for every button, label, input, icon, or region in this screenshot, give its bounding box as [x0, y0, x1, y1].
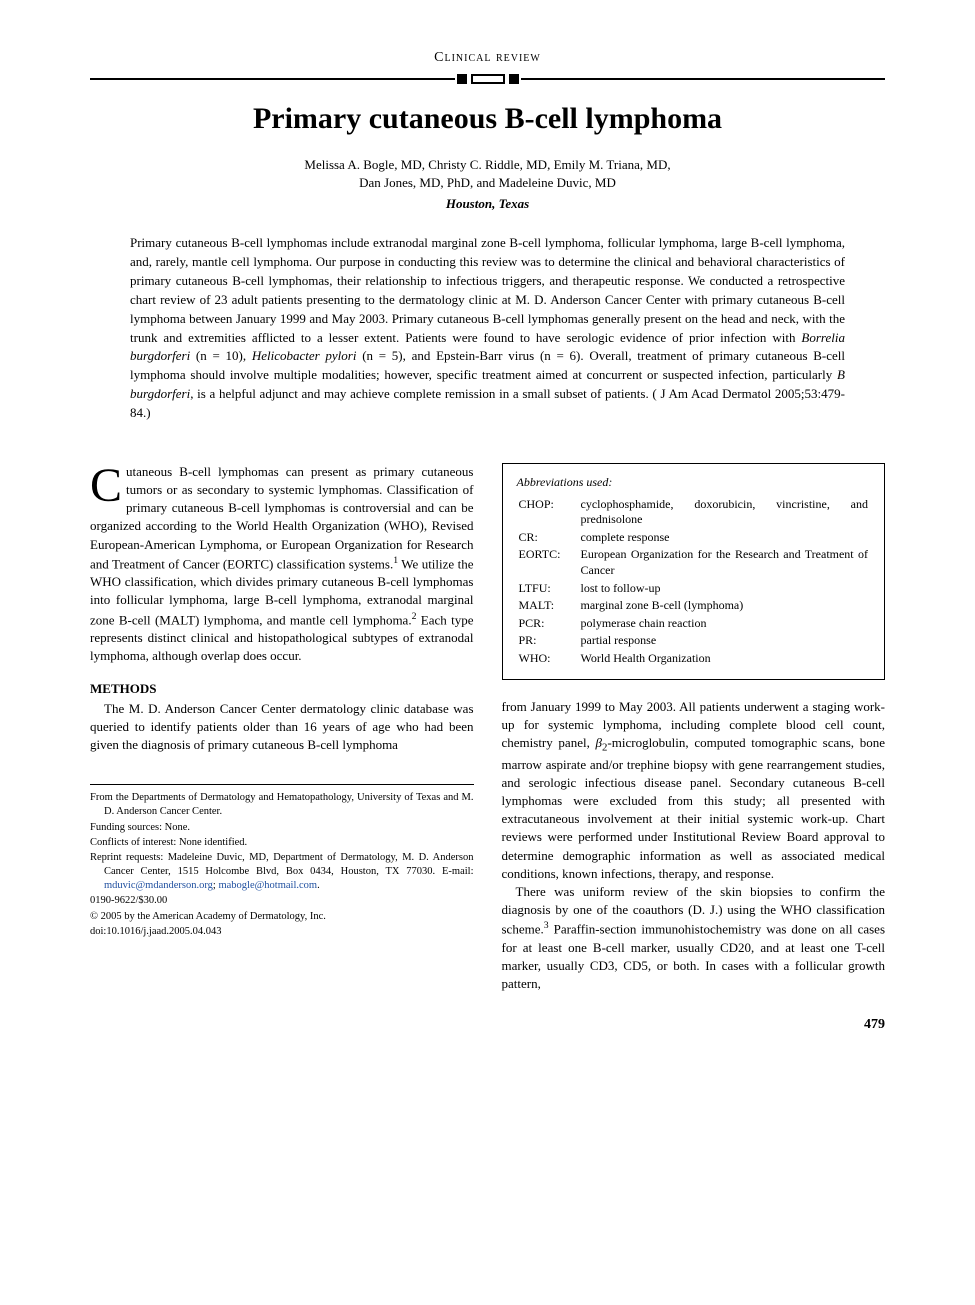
- abstract-text-1: Primary cutaneous B-cell lymphomas inclu…: [130, 235, 845, 344]
- abbrev-value: polymerase chain reaction: [581, 616, 869, 632]
- abbrev-row: MALT:marginal zone B-cell (lymphoma): [519, 598, 869, 614]
- reprint-end: .: [317, 880, 320, 891]
- abbrev-value: European Organization for the Research a…: [581, 547, 869, 578]
- abbrev-key: CHOP:: [519, 497, 579, 528]
- col2-paragraph-1: from January 1999 to May 2003. All patie…: [502, 698, 886, 883]
- section-label: Clinical review: [90, 50, 885, 66]
- abbrev-title: Abbreviations used:: [517, 474, 871, 491]
- author-location: Houston, Texas: [90, 196, 885, 212]
- abstract-text-2: (n = 10),: [190, 348, 252, 363]
- left-column: Cutaneous B-cell lymphomas can present a…: [90, 463, 474, 994]
- abbreviations-box: Abbreviations used: CHOP:cyclophosphamid…: [502, 463, 886, 680]
- abbrev-row: PR:partial response: [519, 633, 869, 649]
- right-column: Abbreviations used: CHOP:cyclophosphamid…: [502, 463, 886, 994]
- abbrev-key: EORTC:: [519, 547, 579, 578]
- col2-p1-b: -microglobulin, computed tomographic sca…: [502, 735, 886, 881]
- abbrev-key: WHO:: [519, 651, 579, 667]
- footnote-copyright: © 2005 by the American Academy of Dermat…: [90, 910, 474, 924]
- abbrev-key: CR:: [519, 530, 579, 546]
- methods-paragraph-1: The M. D. Anderson Cancer Center dermato…: [90, 700, 474, 755]
- abbrev-value: World Health Organization: [581, 651, 869, 667]
- abbrev-key: MALT:: [519, 598, 579, 614]
- dropcap: C: [90, 463, 126, 507]
- footnote-issn: 0190-9622/$30.00: [90, 894, 474, 908]
- abbrev-table: CHOP:cyclophosphamide, doxorubicin, vinc…: [517, 495, 871, 669]
- col2-paragraph-2: There was uniform review of the skin bio…: [502, 883, 886, 993]
- organism-2: Helicobacter pylori: [252, 348, 357, 363]
- abbrev-value: partial response: [581, 633, 869, 649]
- abstract-text-4: , is a helpful adjunct and may achieve c…: [130, 386, 845, 420]
- abbrev-row: WHO:World Health Organization: [519, 651, 869, 667]
- footnote-conflicts: Conflicts of interest: None identified.: [90, 836, 474, 850]
- abbrev-value: cyclophosphamide, doxorubicin, vincristi…: [581, 497, 869, 528]
- abbrev-value: complete response: [581, 530, 869, 546]
- email-link-2[interactable]: mabogle@hotmail.com: [218, 880, 317, 891]
- abbrev-row: PCR:polymerase chain reaction: [519, 616, 869, 632]
- abbrev-row: EORTC:European Organization for the Rese…: [519, 547, 869, 578]
- reprint-text: Reprint requests: Madeleine Duvic, MD, D…: [90, 852, 474, 877]
- abbrev-value: marginal zone B-cell (lymphoma): [581, 598, 869, 614]
- footnote-doi: doi:10.1016/j.jaad.2005.04.043: [90, 925, 474, 939]
- email-link-1[interactable]: mduvic@mdanderson.org: [104, 880, 213, 891]
- article-title: Primary cutaneous B-cell lymphoma: [90, 102, 885, 136]
- abbrev-row: CR:complete response: [519, 530, 869, 546]
- col2-p2-b: Paraffin-section immunohistochemistry wa…: [502, 922, 886, 992]
- abbrev-row: LTFU:lost to follow-up: [519, 581, 869, 597]
- abstract: Primary cutaneous B-cell lymphomas inclu…: [130, 234, 845, 422]
- footnote-reprint: Reprint requests: Madeleine Duvic, MD, D…: [90, 851, 474, 894]
- authors: Melissa A. Bogle, MD, Christy C. Riddle,…: [90, 156, 885, 192]
- abbrev-row: CHOP:cyclophosphamide, doxorubicin, vinc…: [519, 497, 869, 528]
- footnote-from: From the Departments of Dermatology and …: [90, 791, 474, 819]
- intro-text-1: utaneous B-cell lymphomas can present as…: [90, 464, 474, 571]
- abbrev-value: lost to follow-up: [581, 581, 869, 597]
- ornament-divider: [90, 74, 885, 84]
- page-number: 479: [90, 1017, 885, 1033]
- footnotes: From the Departments of Dermatology and …: [90, 784, 474, 939]
- abbrev-key: PR:: [519, 633, 579, 649]
- footnote-funding: Funding sources: None.: [90, 821, 474, 835]
- body-columns: Cutaneous B-cell lymphomas can present a…: [90, 463, 885, 994]
- intro-paragraph: Cutaneous B-cell lymphomas can present a…: [90, 463, 474, 666]
- abbrev-key: LTFU:: [519, 581, 579, 597]
- methods-heading: METHODS: [90, 680, 474, 698]
- abbrev-key: PCR:: [519, 616, 579, 632]
